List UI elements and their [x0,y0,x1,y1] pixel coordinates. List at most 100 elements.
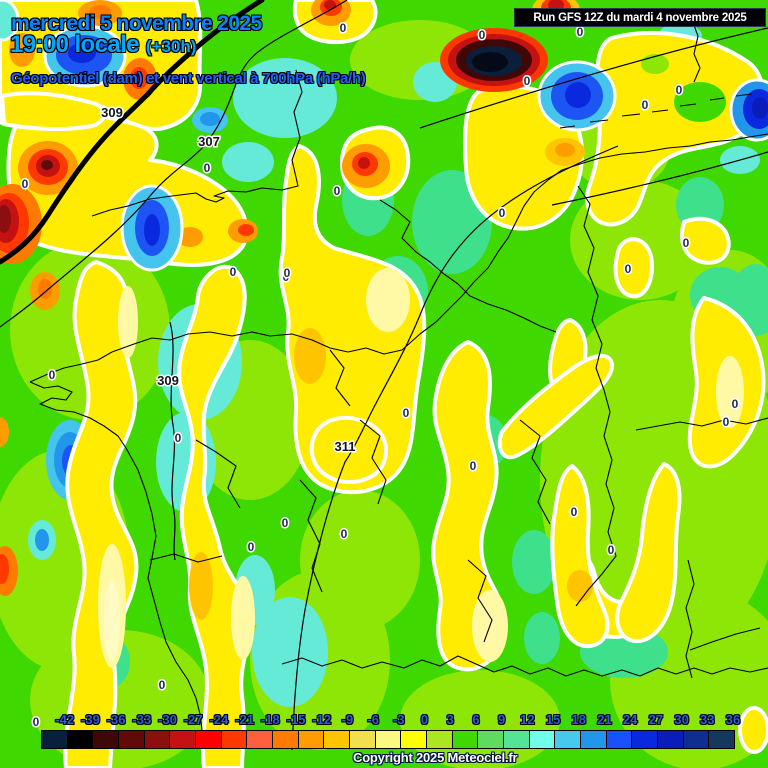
colorbar-value: 21 [597,712,612,727]
zero-contour-label: 0 [282,516,289,530]
colorbar-value: -9 [341,712,354,727]
colorbar-value: -6 [367,712,379,727]
colorbar-cell [67,731,94,748]
geopotential-contours [0,0,768,751]
colorbar-value: 12 [520,712,535,727]
colorbar-value: 9 [498,712,506,727]
colorbar-cell [581,731,607,748]
colorbar-cell [555,731,582,748]
zero-contour-label: 0 [248,540,255,554]
colorbar-value: 33 [700,712,715,727]
colorbar-cell [42,731,68,748]
colorbar-cell [606,731,633,748]
colorbar-cell [632,731,659,748]
colorbar-cell [401,731,428,748]
field-warm-cores [0,0,593,620]
colorbar-cell [504,731,530,748]
forecast-time: 19:00 locale [10,31,139,58]
zero-contour-label: 0 [676,83,683,97]
colorbar-value: -18 [260,712,280,727]
colorbar-cell [350,731,376,748]
zero-contour-label: 0 [33,715,40,729]
zero-contour-label: 0 [571,505,578,519]
colorbar-cell [375,731,402,748]
zero-contour-label: 0 [723,415,730,429]
zero-contour-label: 0 [683,236,690,250]
colorbar-value: -24 [209,712,229,727]
zero-contour-label: 0 [283,270,290,284]
colorbar-cell [221,731,248,748]
geopotential-contour-label: 309 [157,373,179,388]
colorbar-value: -3 [393,712,405,727]
colorbar-value: 18 [571,712,586,727]
zero-contour-label: 0 [340,21,347,35]
geopotential-contour-label: 311 [335,439,356,454]
zero-contour-label: 0 [175,431,182,445]
colorbar-cell [683,731,710,748]
zero-contour-label: 0 [625,262,632,276]
colorbar-cell [273,731,299,748]
model-run-box: Run GFS 12Z du mardi 4 novembre 2025 [514,8,766,27]
zero-contour-label: 0 [230,265,237,279]
colorbar-value: -42 [55,712,75,727]
colorbar-value: -39 [81,712,100,727]
colorbar-cell [529,731,556,748]
zero-contour-label: 0 [204,161,211,175]
colorbar-value: -36 [106,712,126,727]
zero-contour-label: 0 [159,678,166,692]
map-parameter-subtitle: Géopotentiel (dam) et vent vertical à 70… [11,70,366,87]
zero-contour-label: 0 [732,397,739,411]
zero-contour-label: 0 [524,74,531,88]
zero-contour-label: 0 [470,459,477,473]
colorbar-value: 27 [648,712,664,727]
geopotential-contour-label: 307 [198,134,220,149]
zero-contour-label: 0 [577,25,584,39]
geopotential-contour-label: 309 [101,105,123,120]
copyright-label: Copyright 2025 Meteociel.fr [353,750,518,765]
colorbar-value: -21 [235,712,255,727]
zero-contour-label: 0 [341,527,348,541]
zero-contour-label: 0 [334,184,341,198]
zero-contour-label: 0 [499,206,506,220]
colorbar-cell [196,731,222,748]
field-blue-cells [0,0,768,272]
colorbar-cell [93,731,120,748]
colorbar-value: -27 [183,712,203,727]
zero-contour-label: 0 [22,177,29,191]
colorbar-cell [170,731,197,748]
zero-contour-label: 0 [479,28,486,42]
colorbar-value: -12 [312,712,332,727]
model-run-label: Run GFS 12Z du mardi 4 novembre 2025 [533,11,747,24]
colorbar-cell [324,731,351,748]
colorbar-cell [427,731,453,748]
colorbar-labels: -42 -39 -36 -33 -30 -27 -24 -21 -18 -15 -12 -9 -6 -3 0… [0,712,768,728]
coastlines-borders [29,19,768,731]
zero-contour-label: 0 [284,266,291,280]
colorbar-cell [452,731,479,748]
thick-contour-line [0,0,265,265]
colorbar-value: -30 [158,712,177,727]
colorbar-value: 24 [622,712,638,727]
colorbar-value: 15 [545,712,561,727]
colorbar-value: 3 [446,712,454,727]
colorbar-cell [119,731,145,748]
zero-contour-label: 0 [608,543,615,557]
forecast-time-row: 19:00 locale (+30h) [10,31,196,59]
colorbar-cell [709,731,735,748]
colorbar [41,730,735,749]
colorbar-value: 0 [420,712,429,727]
colorbar-value: -33 [132,712,152,727]
colorbar-value: 30 [674,712,689,727]
colorbar-cell [247,731,274,748]
colorbar-value: 6 [472,712,480,727]
field-extreme-cell [440,28,548,92]
forecast-date: mercredi 5 novembre 2025 [11,12,262,35]
colorbar-cell [144,731,171,748]
colorbar-cell [298,731,325,748]
zero-contour-label: 0 [403,406,410,420]
colorbar-value: 36 [725,712,741,727]
colorbar-value: -15 [286,712,306,727]
